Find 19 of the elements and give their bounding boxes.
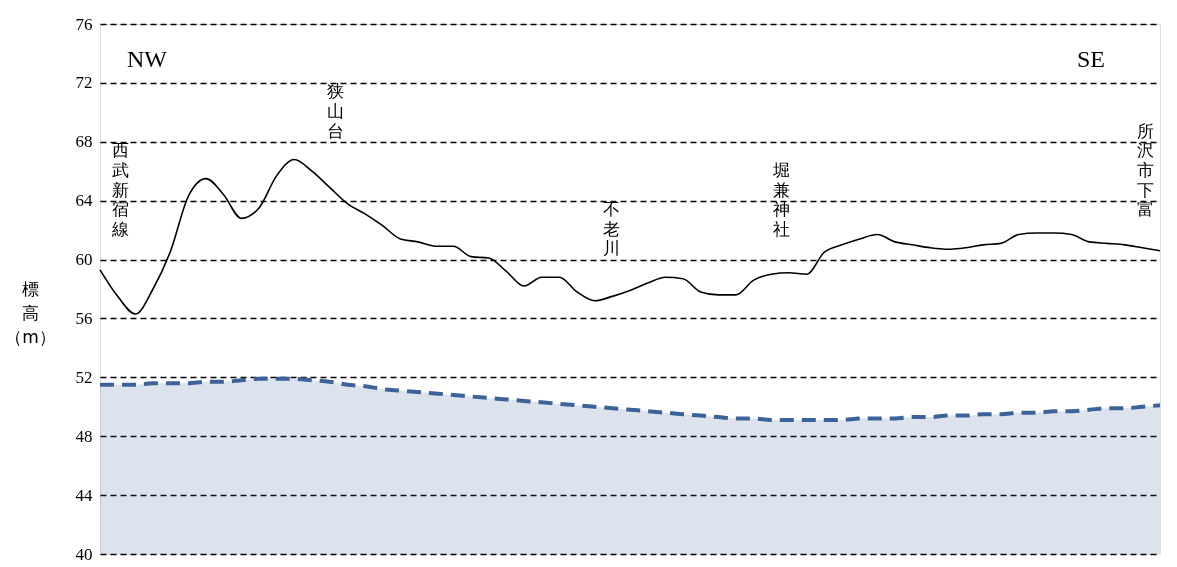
y-tick-label: 60 [75, 250, 93, 270]
y-tick-label: 48 [75, 426, 93, 446]
annotation: 狭山台 [326, 81, 344, 141]
y-tick-label: 56 [75, 308, 93, 328]
y-tick-label: 64 [75, 191, 93, 211]
annotation: 堀兼神社 [771, 159, 790, 239]
annotation: 所沢市下富 [1136, 120, 1154, 220]
y-tick-label: 52 [75, 367, 93, 387]
y-axis-title: 標高（m） [5, 278, 56, 347]
line-series [99, 158, 1161, 315]
annotation: 西武新宿線 [110, 140, 129, 239]
y-tick-label: 68 [75, 132, 93, 152]
y-tick-label: 40 [75, 544, 93, 564]
annotation: 不老川 [602, 199, 620, 259]
y-tick-label: 44 [75, 485, 93, 505]
y-tick-label: 72 [75, 73, 93, 93]
y-tick-label: 76 [75, 14, 93, 34]
annotation: SE [1076, 46, 1106, 72]
annotation: NW [127, 46, 168, 72]
